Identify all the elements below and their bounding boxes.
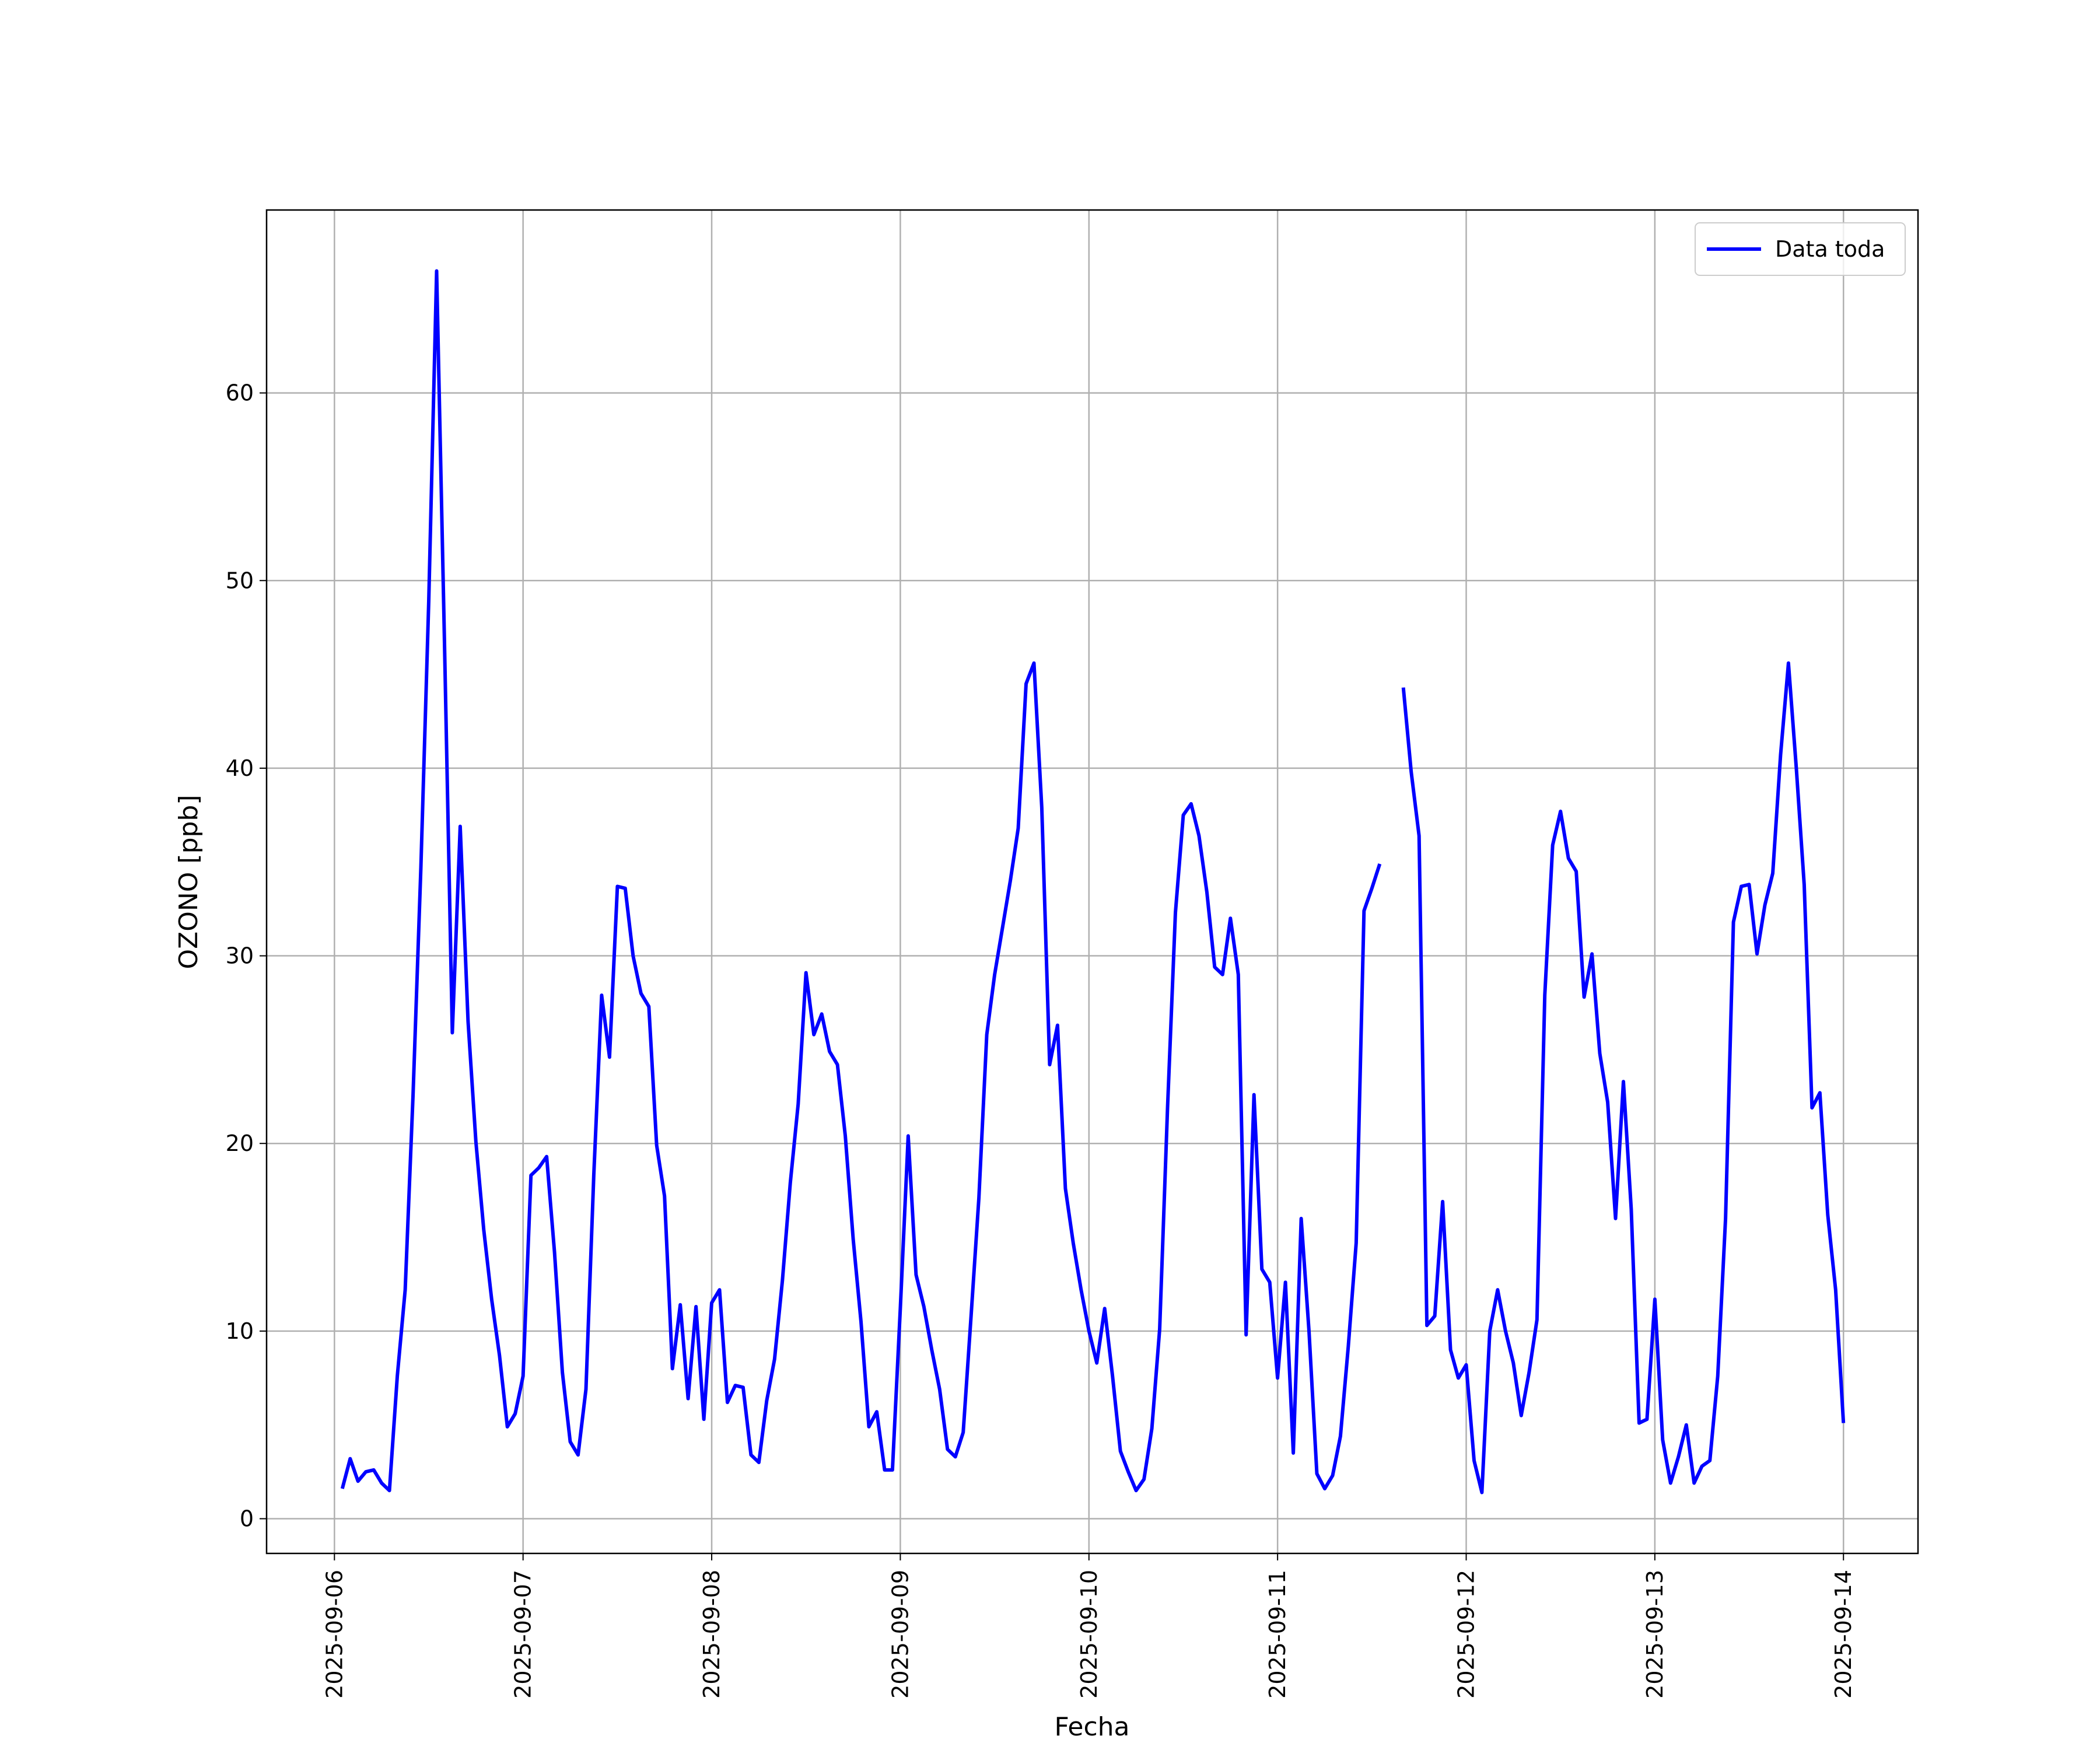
x-axis-label: Fecha [1054,1712,1129,1742]
plot-frame [265,209,1919,1555]
y-axis-label: OZONO [ppb] [174,794,204,969]
y-tick-label: 30 [226,943,254,969]
x-tick-label: 2025-09-09 [887,1570,913,1699]
x-tick-label: 2025-09-14 [1831,1570,1856,1699]
y-tick-label: 40 [226,755,254,781]
x-tick-label: 2025-09-13 [1642,1570,1668,1699]
y-tick-label: 0 [240,1506,254,1531]
x-tick-label: 2025-09-07 [510,1570,536,1699]
x-tick-label: 2025-09-08 [699,1570,724,1699]
y-tick-label: 50 [226,568,254,593]
x-tick-label: 2025-09-12 [1454,1570,1479,1699]
legend-label: Data toda [1775,236,1885,262]
x-tick-label: 2025-09-11 [1265,1570,1290,1699]
y-tick-label: 20 [226,1130,254,1156]
x-tick-label: 2025-09-06 [321,1570,347,1699]
data-line [340,269,1846,1494]
x-tick-label: 2025-09-10 [1076,1570,1102,1699]
y-tick-label: 60 [226,380,254,406]
legend-box [1695,222,1906,276]
y-tick-label: 10 [226,1318,254,1344]
